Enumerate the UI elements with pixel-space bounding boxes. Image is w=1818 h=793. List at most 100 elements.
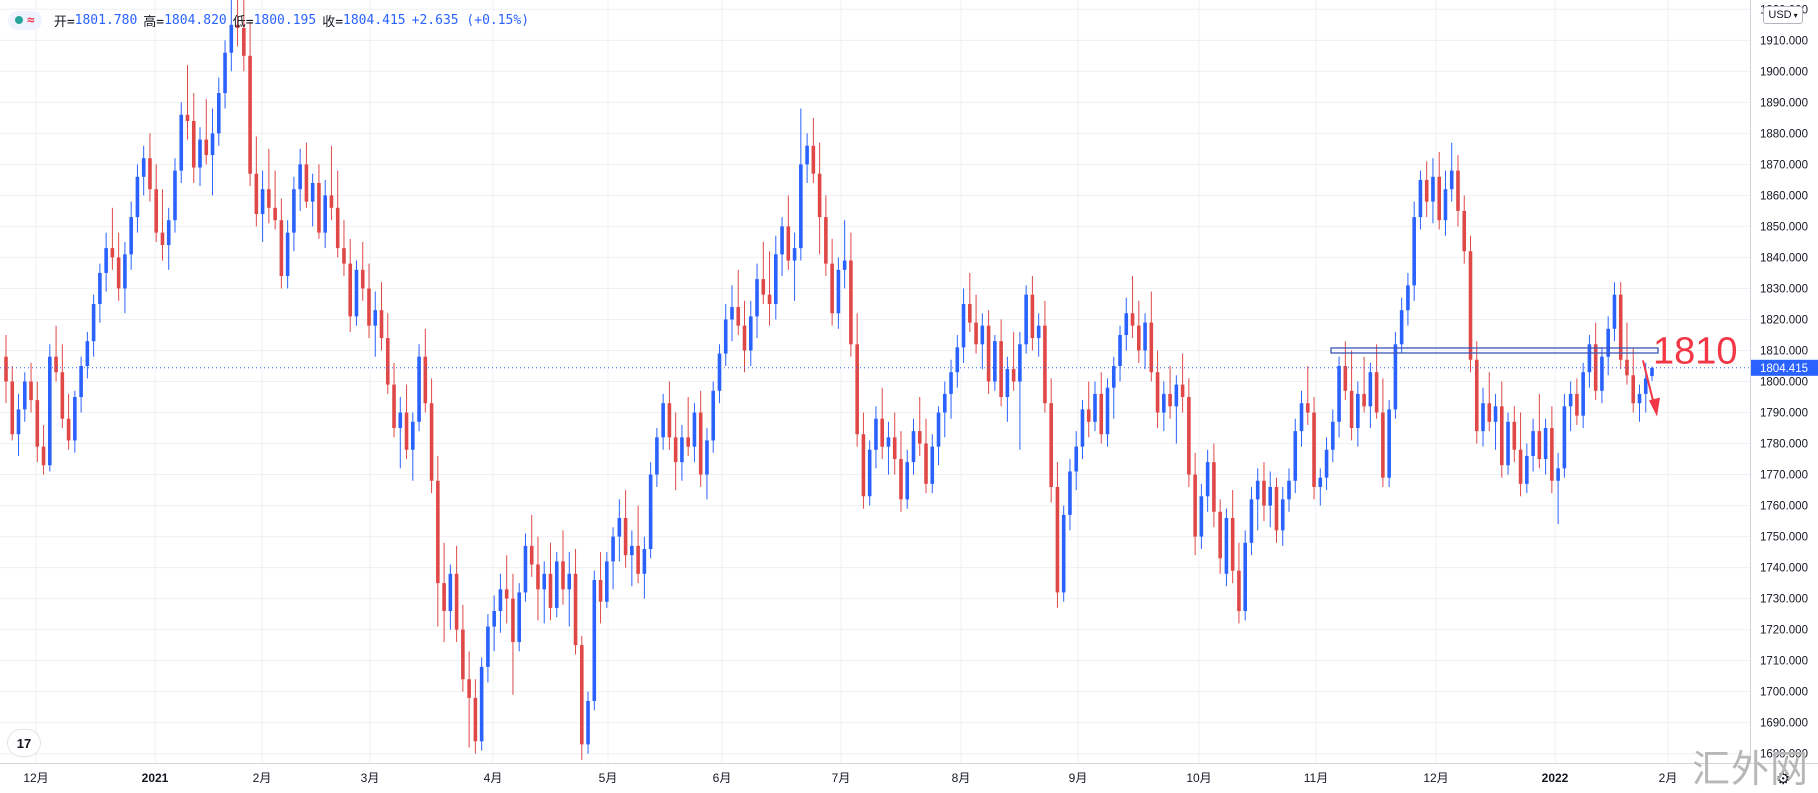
price-tick-label: 1720.000: [1760, 625, 1808, 637]
candle: [1143, 313, 1147, 370]
candle: [22, 372, 27, 422]
time-tick-label: 6月: [713, 771, 732, 785]
candle: [1080, 400, 1085, 460]
candle: [648, 462, 653, 559]
candle: [1374, 344, 1379, 419]
candle: [1474, 341, 1479, 444]
price-tick-label: 1760.000: [1760, 501, 1808, 513]
candle: [1318, 468, 1323, 506]
candle: [1199, 483, 1204, 549]
candle: [692, 403, 697, 463]
candle: [874, 406, 878, 469]
candle: [911, 418, 916, 475]
candle: [1618, 282, 1623, 370]
candle: [930, 434, 935, 494]
candle: [10, 365, 15, 441]
candle: [216, 77, 221, 146]
candle: [1593, 322, 1598, 401]
candle: [1506, 412, 1510, 475]
time-tick-label: 2021: [142, 771, 169, 785]
candle: [35, 381, 40, 463]
candle: [605, 552, 609, 608]
candle: [104, 232, 108, 292]
candle: [1431, 158, 1435, 224]
level-band[interactable]: [1330, 347, 1659, 354]
candle: [705, 428, 709, 500]
candle: [1136, 300, 1141, 363]
time-tick-label: 7月: [832, 771, 851, 785]
chart-grid: [0, 0, 1750, 763]
candle: [1606, 316, 1610, 376]
candle: [1518, 412, 1523, 497]
candle: [548, 542, 553, 621]
candle: [1637, 384, 1642, 422]
candle: [367, 263, 371, 339]
last-price-text: 1804.415: [1760, 363, 1808, 375]
candle: [623, 490, 628, 568]
low-label: 低=: [232, 14, 254, 30]
candle: [886, 421, 891, 475]
candle: [1443, 170, 1448, 236]
candle: [191, 93, 196, 183]
candle: [185, 65, 190, 140]
candle: [949, 359, 953, 419]
open-label: 开=: [53, 14, 75, 30]
candle: [1312, 397, 1316, 500]
arrow-head-icon: [1649, 397, 1660, 417]
horizontal-level-annotation[interactable]: 1810: [1330, 330, 1738, 417]
time-tick-label: 4月: [484, 771, 503, 785]
price-tick-label: 1900.000: [1760, 66, 1808, 78]
candle: [1049, 378, 1053, 503]
candle: [905, 449, 910, 509]
price-scale[interactable]: 1920.0001910.0001900.0001890.0001880.000…: [1760, 4, 1808, 760]
candle: [423, 328, 428, 413]
currency-select[interactable]: USD ▾: [1763, 6, 1803, 24]
candle: [116, 232, 121, 301]
tradingview-logo-icon[interactable]: 17: [8, 730, 40, 756]
time-tick-label: 12月: [1423, 771, 1448, 785]
candle: [955, 334, 960, 388]
time-tick-label: 10月: [1186, 771, 1211, 785]
candle: [1274, 477, 1279, 543]
price-tick-label: 1750.000: [1760, 532, 1808, 544]
candle: [1324, 437, 1329, 491]
candle: [892, 412, 897, 475]
time-axis[interactable]: 12月 2021 2月 3月 4月 5月 6月 7月 8月 9月 10月 11月 12月 2022 2月: [23, 771, 1677, 785]
candle: [723, 303, 728, 366]
time-tick-label: 2月: [253, 771, 272, 785]
candle: [1249, 486, 1254, 556]
candle: [135, 164, 140, 233]
close-label: 收=: [322, 14, 344, 30]
candle: [636, 505, 640, 584]
candle: [1550, 406, 1554, 494]
candle: [1168, 365, 1172, 419]
gear-icon[interactable]: ⚙: [1776, 771, 1791, 788]
candle: [974, 294, 978, 354]
candle: [924, 418, 928, 494]
candle: [154, 164, 159, 242]
candle: [667, 381, 672, 450]
candle: [1587, 334, 1592, 388]
candle: [467, 651, 471, 748]
candle: [1174, 375, 1179, 444]
candle: [1036, 313, 1041, 357]
candle: [273, 170, 277, 230]
candle: [1055, 462, 1060, 608]
candle: [254, 136, 259, 227]
candle: [392, 362, 396, 438]
candle: [260, 170, 265, 242]
candle: [1299, 390, 1304, 447]
candle: [148, 133, 152, 202]
candle: [66, 393, 71, 450]
candle: [1343, 341, 1348, 401]
candle: [417, 344, 421, 432]
candle: [179, 102, 184, 183]
candle: [1155, 350, 1160, 429]
candle: [4, 334, 8, 404]
candle: [504, 555, 509, 624]
candle: [304, 142, 309, 208]
candle: [799, 108, 803, 261]
candle: [98, 263, 102, 323]
symbol-status-pill[interactable]: ≈: [8, 10, 42, 30]
